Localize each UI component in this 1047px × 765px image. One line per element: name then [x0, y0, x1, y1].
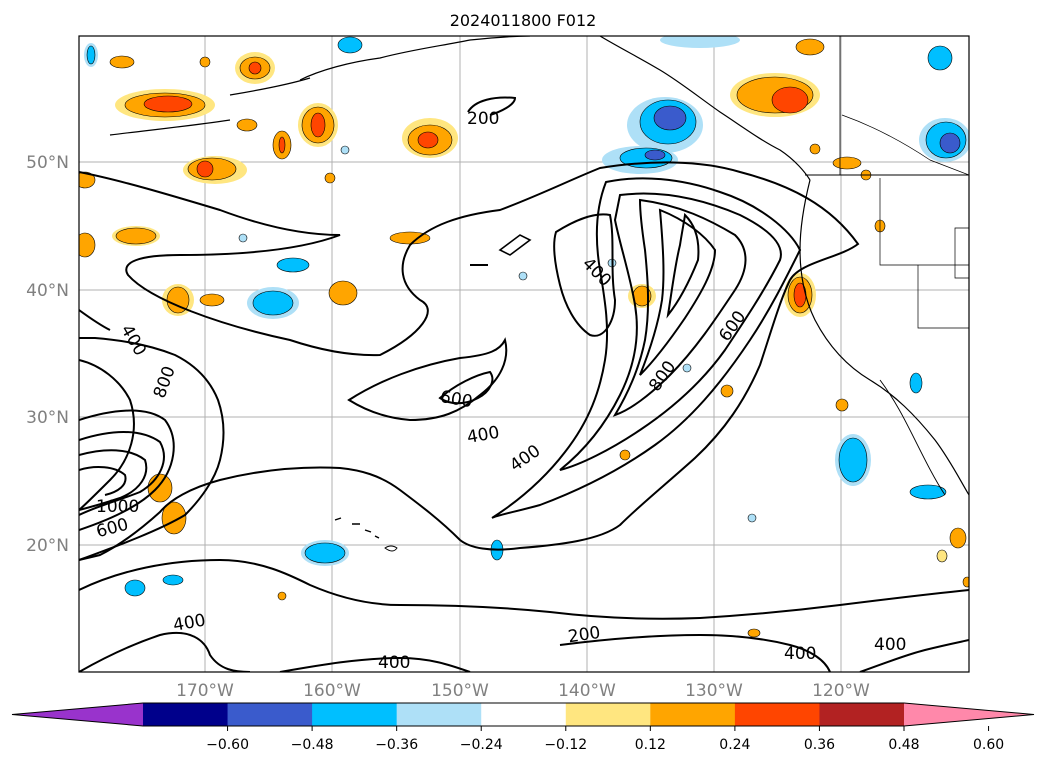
- lon-label: 130°W: [685, 681, 743, 701]
- colorbar-swatch: [396, 703, 482, 726]
- colorbar-extend-low: [12, 703, 143, 726]
- contour-label: 400: [874, 635, 906, 655]
- longitude-labels: 170°W 160°W 150°W 140°W 130°W 120°W: [176, 681, 870, 701]
- lat-label: 30°N: [26, 408, 69, 428]
- lon-label: 140°W: [558, 681, 616, 701]
- colorbar-swatch: [227, 703, 313, 726]
- colorbar-tick-label: −0.48: [291, 737, 334, 753]
- map-panel: 200 400 400 800 1000 600 600 400 400 600…: [79, 36, 969, 673]
- contour-label: 200: [567, 623, 602, 647]
- contour-label: 1000: [96, 497, 139, 517]
- colorbar-tick-label: 0.36: [804, 737, 835, 753]
- colorbar-tick-label: −0.12: [544, 737, 587, 753]
- colorbar-swatch: [734, 703, 820, 726]
- colorbar-swatch: [312, 703, 398, 726]
- colorbar-swatch: [565, 703, 651, 726]
- lon-label: 170°W: [176, 681, 234, 701]
- contour-label: 200: [467, 109, 499, 129]
- latitude-labels: 50°N 40°N 30°N 20°N: [26, 153, 69, 556]
- height-contours: [79, 96, 969, 672]
- lon-label: 150°W: [431, 681, 489, 701]
- colorbar-swatch: [650, 703, 736, 726]
- figure-title: 2024011800 F012: [450, 11, 597, 30]
- coastlines: [109, 36, 969, 552]
- colorbar-extend-high: [904, 703, 1034, 726]
- colorbar-tick-label: −0.36: [375, 737, 418, 753]
- contour-label: 400: [378, 653, 410, 673]
- colorbar-tick-label: 0.48: [888, 737, 919, 753]
- colorbar-tick-label: 0.60: [973, 737, 1004, 753]
- colorbar-tick-label: 0.12: [635, 737, 666, 753]
- colorbar-swatch: [819, 703, 905, 726]
- colorbar-swatch: [481, 703, 567, 726]
- lon-label: 160°W: [303, 681, 361, 701]
- colorbar-outline: [11, 702, 1035, 727]
- colorbar-tick-label: −0.24: [460, 737, 503, 753]
- colorbar-tick-label: 0.24: [719, 737, 750, 753]
- lat-label: 50°N: [26, 153, 69, 173]
- lon-label: 120°W: [812, 681, 870, 701]
- map-frame: [78, 35, 970, 673]
- lat-label: 20°N: [26, 536, 69, 556]
- colorbar-swatch: [143, 703, 229, 726]
- colorbar-tick-label: −0.60: [206, 737, 249, 753]
- lat-label: 40°N: [26, 281, 69, 301]
- colorbar: −0.60 −0.48 −0.36 −0.24 −0.12 0.12 0.24 0.36 0.4…: [11, 702, 1035, 753]
- contour-label: 400: [784, 644, 816, 664]
